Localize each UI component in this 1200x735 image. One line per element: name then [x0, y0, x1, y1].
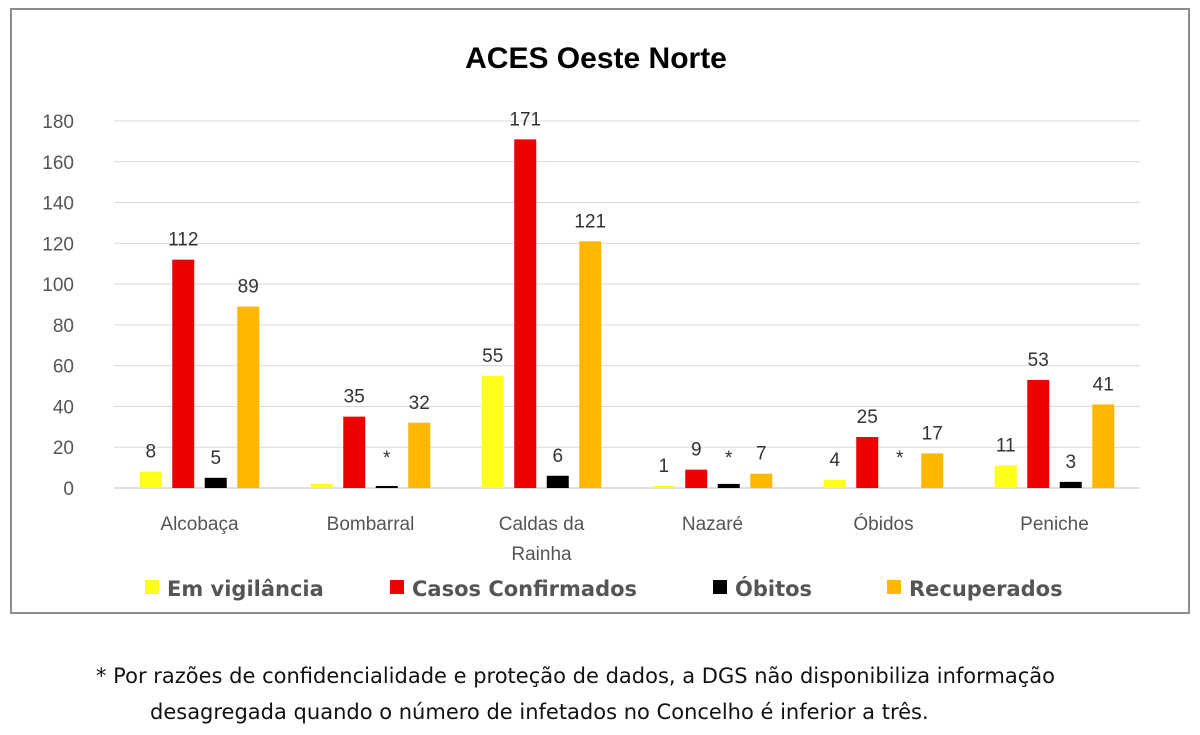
chart-frame: ACES Oeste Norte 0 20 40 60 80 100 120 140 160 180… [10, 8, 1190, 614]
data-label: 11 [996, 436, 1016, 457]
bar [514, 139, 537, 488]
y-tick-label: 80 [53, 316, 74, 337]
bar [375, 485, 398, 488]
bar [823, 479, 846, 488]
legend-label: Óbitos [735, 576, 812, 601]
y-tick-label: 40 [53, 397, 74, 418]
legend-swatch [887, 580, 901, 594]
data-label: 53 [1028, 350, 1049, 371]
bar [685, 469, 708, 488]
data-label: 112 [168, 230, 198, 251]
bar [172, 259, 195, 488]
footnote-line-2: desagregada quando o número de infetados… [150, 700, 929, 724]
bar [750, 473, 773, 488]
bar [652, 485, 675, 488]
bar [856, 437, 879, 488]
data-label: * [896, 448, 904, 469]
legend-label: Em vigilância [167, 577, 324, 601]
x-tick-label: Caldas da [499, 514, 585, 535]
bar [343, 416, 366, 488]
y-tick-label: 120 [42, 234, 74, 255]
data-label: 8 [145, 442, 156, 463]
data-label: 1 [658, 456, 669, 477]
bar [310, 483, 333, 488]
data-label: 121 [574, 211, 606, 232]
bar [921, 453, 944, 488]
y-tick-label: 20 [53, 438, 74, 459]
y-tick-label: 160 [42, 153, 74, 174]
data-label: * [725, 448, 733, 469]
legend-swatch [390, 580, 404, 594]
data-label: 4 [829, 450, 840, 471]
y-tick-label: 140 [42, 194, 74, 215]
bar [579, 241, 602, 488]
chart-title: ACES Oeste Norte [465, 42, 727, 75]
bar [237, 306, 260, 488]
data-label: 7 [756, 444, 767, 465]
bar [139, 471, 162, 488]
data-label: 35 [344, 387, 365, 408]
bar [481, 375, 504, 488]
bar [1027, 379, 1050, 488]
data-label: 17 [922, 423, 943, 444]
footnote-line-1: * Por razões de confidencialidade e prot… [96, 664, 1056, 688]
x-tick-label: Nazaré [682, 514, 743, 535]
x-tick-label: Peniche [1020, 514, 1089, 535]
legend-swatch [713, 580, 727, 594]
data-label: 32 [409, 393, 430, 414]
bar [994, 465, 1017, 488]
chart-svg: ACES Oeste Norte 0 20 40 60 80 100 120 140 160 180… [42, 42, 1140, 601]
legend-label: Casos Confirmados [412, 577, 637, 601]
y-tick-label: 0 [63, 479, 74, 500]
legend-swatch [145, 580, 159, 594]
data-label: 3 [1065, 452, 1076, 473]
y-tick-label: 180 [42, 112, 74, 133]
x-tick-label: Alcobaça [160, 514, 239, 535]
bar [204, 477, 227, 488]
data-label: 41 [1093, 374, 1114, 395]
data-label: 25 [857, 407, 878, 428]
data-label: 5 [210, 448, 221, 469]
y-tick-label: 100 [42, 275, 74, 296]
data-label: 171 [509, 109, 541, 130]
bar [1092, 404, 1115, 488]
x-tick-label: Bombarral [327, 514, 415, 535]
y-tick-label: 60 [53, 357, 74, 378]
data-label: 55 [482, 346, 503, 367]
bar [408, 422, 431, 488]
data-label: * [383, 448, 391, 469]
data-label: 6 [552, 446, 563, 467]
data-label: 89 [238, 277, 259, 298]
data-label: 9 [691, 440, 702, 461]
bar [717, 483, 740, 488]
bar [546, 475, 569, 488]
x-tick-label: Rainha [511, 544, 572, 565]
x-tick-label: Óbidos [853, 513, 913, 535]
bar [1059, 481, 1082, 488]
legend-label: Recuperados [909, 577, 1063, 601]
